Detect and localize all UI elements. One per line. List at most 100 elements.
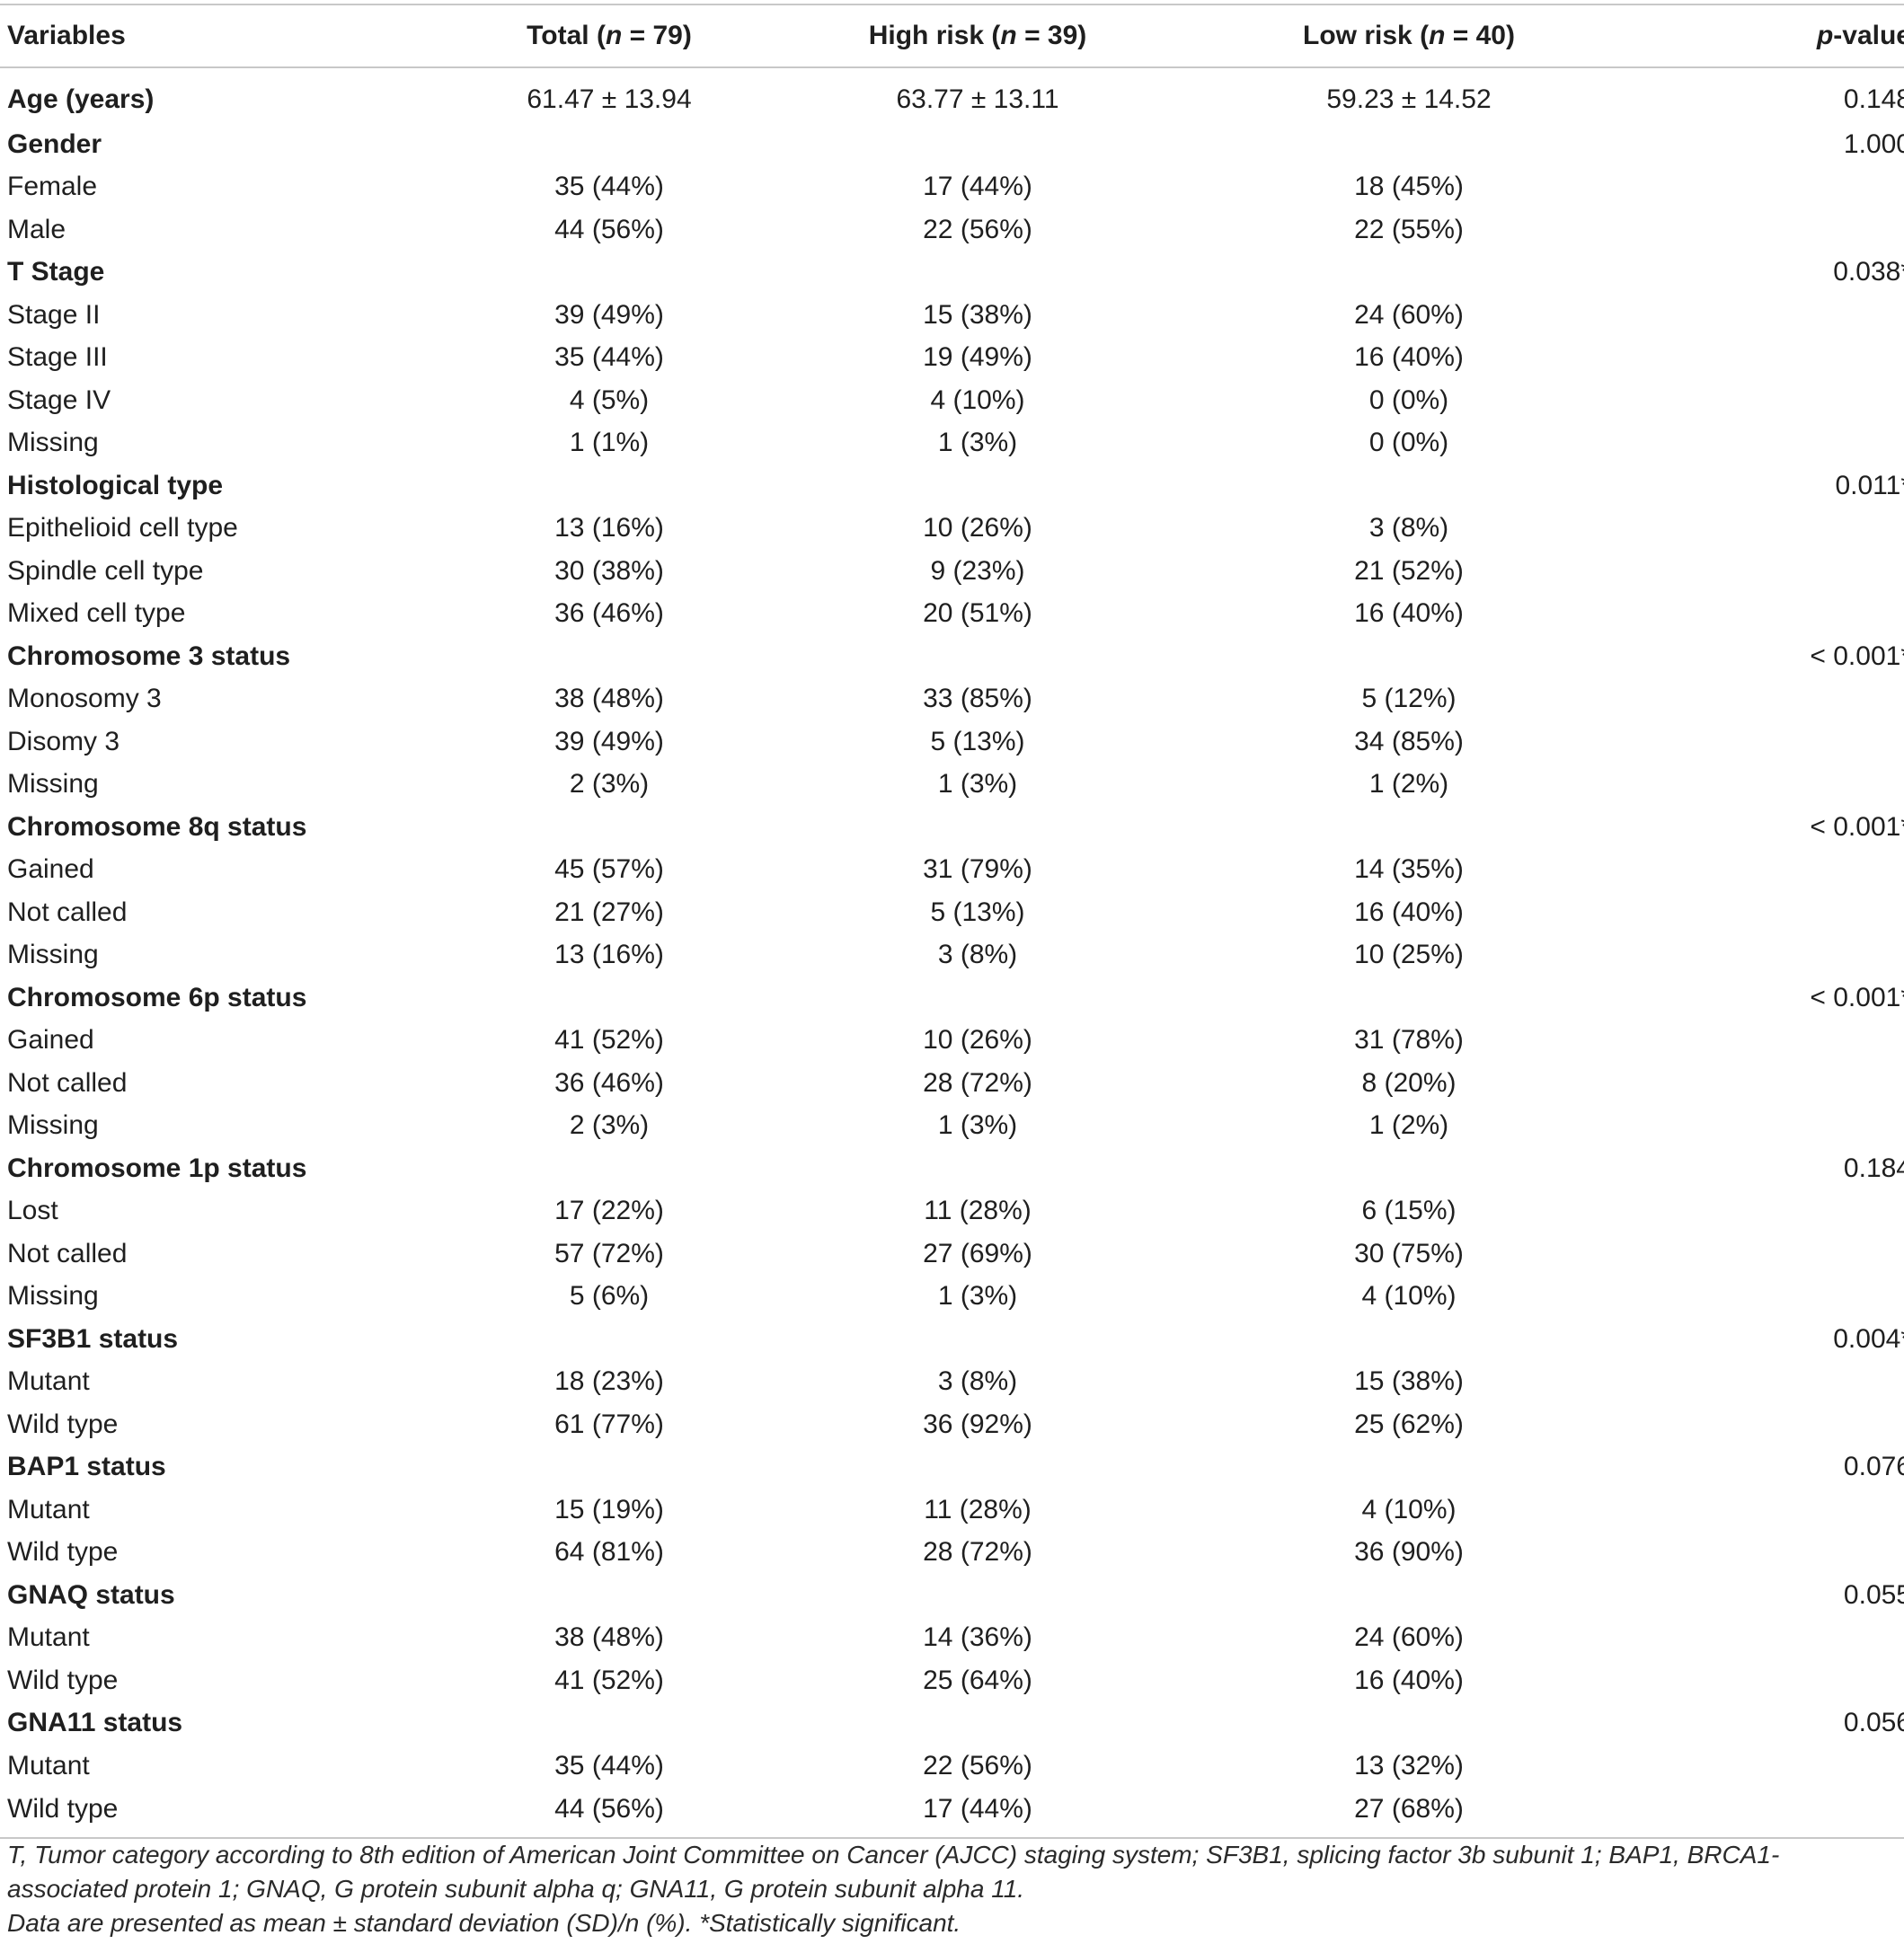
table-row: Missing 2 (3%) 1 (3%) 1 (2%): [0, 1105, 1904, 1148]
header-variables: Variables: [0, 4, 456, 68]
table-group-row: Chromosome 6p status < 0.001*: [0, 976, 1904, 1020]
header-low-suffix: = 40): [1445, 21, 1515, 50]
total-cell: 35 (44%): [554, 172, 664, 202]
table-row: Missing 2 (3%) 1 (3%) 1 (2%): [0, 764, 1904, 807]
header-low-risk: Low risk (n = 40): [1193, 4, 1625, 68]
header-total-suffix: = 79): [622, 21, 692, 50]
clinical-characteristics-table: Variables Total (n = 79) High risk (n = …: [0, 4, 1904, 1839]
low-risk-cell: 21 (52%): [1354, 555, 1464, 586]
total-cell: 18 (23%): [554, 1366, 664, 1397]
table-group-row: Histological type 0.011*: [0, 464, 1904, 508]
p-value-cell: 0.148: [1843, 84, 1904, 114]
p-value-cell: [1625, 891, 1904, 934]
high-risk-cell: [762, 252, 1193, 295]
p-value-cell: [1625, 1020, 1904, 1063]
total-cell: 30 (38%): [554, 555, 664, 586]
p-value-cell: [1625, 550, 1904, 593]
p-value-cell: [1625, 1062, 1904, 1105]
header-high-risk: High risk (n = 39): [762, 4, 1193, 68]
high-risk-cell: 11 (28%): [924, 1494, 1032, 1524]
low-risk-cell: [1193, 123, 1625, 166]
high-risk-cell: 1 (3%): [937, 428, 1018, 458]
p-value-cell: 0.004*: [1833, 1323, 1904, 1354]
variable-cell: Age (years): [7, 84, 155, 114]
high-risk-cell: 28 (72%): [923, 1537, 1032, 1568]
p-value-cell: [1625, 678, 1904, 721]
low-risk-cell: 3 (8%): [1368, 513, 1449, 543]
total-cell: 17 (22%): [554, 1196, 664, 1226]
p-value-cell: [1625, 1105, 1904, 1148]
total-cell: 61.47 ± 13.94: [527, 84, 692, 114]
table-row: Not called 36 (46%) 28 (72%) 8 (20%): [0, 1062, 1904, 1105]
p-value-cell: [1625, 720, 1904, 764]
total-cell: 36 (46%): [554, 598, 664, 629]
total-cell: 39 (49%): [554, 299, 664, 330]
table-row: Missing 13 (16%) 3 (8%) 10 (25%): [0, 934, 1904, 977]
table-row: Missing 1 (1%) 1 (3%) 0 (0%): [0, 422, 1904, 465]
low-risk-cell: 1 (2%): [1368, 1110, 1449, 1141]
low-risk-cell: [1193, 1147, 1625, 1190]
low-risk-cell: 8 (20%): [1361, 1067, 1457, 1098]
high-risk-cell: 31 (79%): [923, 854, 1032, 885]
high-risk-cell: 28 (72%): [923, 1067, 1032, 1098]
low-risk-cell: 10 (25%): [1354, 940, 1464, 970]
total-cell: 38 (48%): [554, 684, 664, 714]
high-risk-cell: 1 (3%): [937, 769, 1018, 800]
total-cell: 36 (46%): [554, 1067, 664, 1098]
variable-cell: Not called: [7, 1067, 128, 1098]
table-row: Mutant 35 (44%) 22 (56%) 13 (32%): [0, 1745, 1904, 1788]
low-risk-cell: 27 (68%): [1193, 1787, 1625, 1839]
p-value-cell: < 0.001*: [1810, 641, 1904, 671]
low-risk-cell: 13 (32%): [1354, 1750, 1464, 1781]
table-group-row: GNA11 status 0.056: [0, 1702, 1904, 1745]
high-risk-cell: 10 (26%): [923, 1025, 1032, 1056]
low-risk-cell: [1193, 976, 1625, 1020]
variable-cell: Lost: [7, 1196, 58, 1226]
variable-cell: Spindle cell type: [7, 555, 204, 586]
high-risk-cell: [762, 635, 1193, 678]
total-cell: 61 (77%): [554, 1409, 664, 1439]
low-risk-cell: 1 (2%): [1368, 769, 1449, 800]
variable-cell: Chromosome 3 status: [7, 641, 291, 671]
table-row: Gained 45 (57%) 31 (79%) 14 (35%): [0, 849, 1904, 892]
table-row: Not called 57 (72%) 27 (69%) 30 (75%): [0, 1233, 1904, 1276]
p-value-cell: [1625, 1489, 1904, 1532]
table-body: Age (years) 61.47 ± 13.94 63.77 ± 13.11 59.…: [0, 67, 1904, 1839]
table-footnotes: T, Tumor category according to 8th editi…: [7, 1838, 1894, 1940]
p-value-cell: 0.184: [1843, 1153, 1904, 1183]
p-value-cell: [1625, 1233, 1904, 1276]
low-risk-cell: [1193, 1318, 1625, 1361]
table-group-row: Gender 1.000: [0, 123, 1904, 166]
low-risk-cell: 25 (62%): [1354, 1409, 1464, 1439]
header-high-prefix: High risk (: [868, 21, 1001, 50]
p-value-cell: 0.055: [1843, 1579, 1904, 1610]
table-header: Variables Total (n = 79) High risk (n = …: [0, 4, 1904, 68]
variable-cell: Wild type: [7, 1409, 119, 1439]
low-risk-cell: [1193, 1574, 1625, 1617]
total-cell: [456, 1147, 762, 1190]
p-value-cell: [1625, 1659, 1904, 1702]
high-risk-cell: 1 (3%): [937, 1281, 1018, 1312]
high-risk-cell: 5 (13%): [930, 726, 1025, 756]
table-row: Wild type 64 (81%) 28 (72%) 36 (90%): [0, 1532, 1904, 1575]
low-risk-cell: 15 (38%): [1354, 1366, 1464, 1397]
header-low-prefix: Low risk (: [1303, 21, 1430, 50]
high-risk-cell: 19 (49%): [923, 342, 1032, 373]
variable-cell: Missing: [7, 1110, 99, 1141]
header-high-suffix: = 39): [1016, 21, 1087, 50]
low-risk-cell: [1193, 1702, 1625, 1745]
total-cell: [456, 806, 762, 849]
high-risk-cell: 17 (44%): [762, 1787, 1193, 1839]
total-cell: 44 (56%): [456, 1787, 762, 1839]
total-cell: 21 (27%): [554, 897, 664, 927]
p-value-cell: [1625, 1276, 1904, 1319]
table-row: Female 35 (44%) 17 (44%) 18 (45%): [0, 166, 1904, 209]
table-group-row: Age (years) 61.47 ± 13.94 63.77 ± 13.11 59.…: [0, 67, 1904, 123]
table-row: Mutant 15 (19%) 11 (28%) 4 (10%): [0, 1489, 1904, 1532]
low-risk-cell: 30 (75%): [1354, 1238, 1464, 1268]
total-cell: 41 (52%): [554, 1665, 664, 1695]
table-row: Stage II 39 (49%) 15 (38%) 24 (60%): [0, 294, 1904, 337]
total-cell: 5 (6%): [569, 1281, 650, 1312]
total-cell: [456, 123, 762, 166]
high-risk-cell: 22 (56%): [923, 214, 1032, 244]
